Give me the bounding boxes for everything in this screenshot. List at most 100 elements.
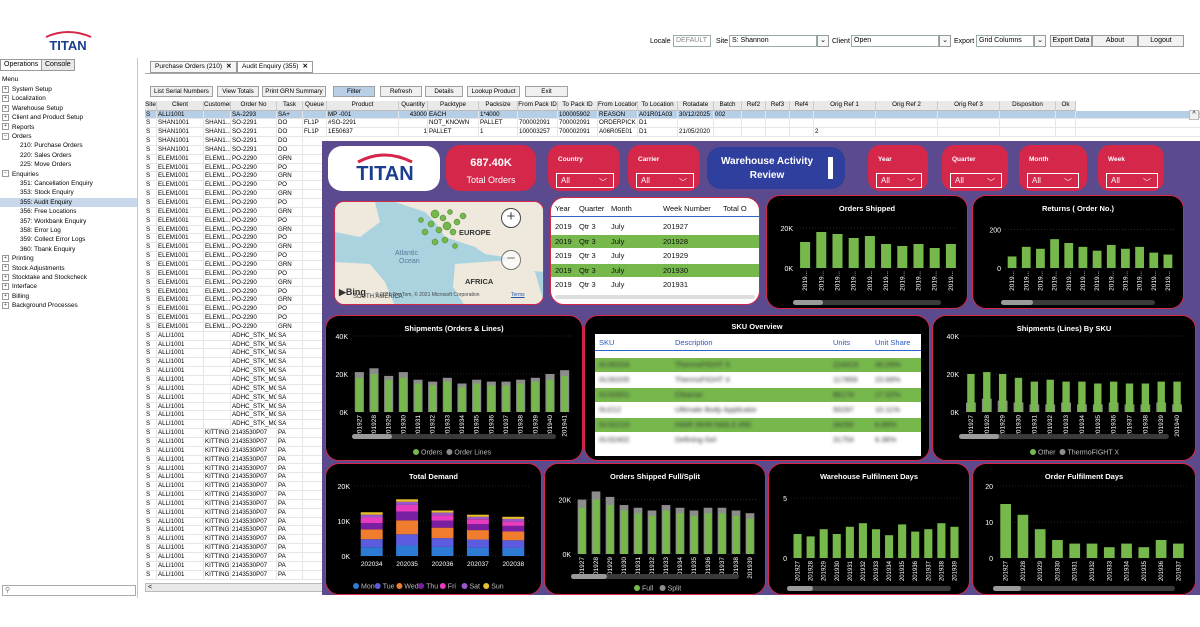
print-grn-summary-button[interactable]: Print GRN Summary (262, 86, 326, 97)
week-table-header[interactable]: Year (555, 204, 571, 213)
quarter-slicer[interactable]: Quarter All ﹀ (942, 145, 1008, 191)
sku-table-header[interactable]: Description (675, 338, 713, 347)
expand-icon[interactable]: + (2, 283, 9, 291)
refresh-button[interactable]: Refresh (380, 86, 422, 97)
total-demand-chart[interactable]: Total Demand 20K 10K 0K 202034 202035 202036 20… (325, 463, 542, 595)
tab-audit-enquiry[interactable]: Audit Enquiry (355) ✕ (237, 61, 313, 73)
zoom-in-icon[interactable]: + (501, 208, 521, 228)
column-header[interactable]: Ok (1056, 101, 1076, 111)
menu-item[interactable]: + System Setup (0, 85, 137, 94)
collapse-icon[interactable]: − (2, 170, 9, 178)
menu-item[interactable]: + Stocktake and Stockcheck (0, 273, 137, 282)
about-button[interactable]: About (1092, 35, 1138, 47)
expand-icon[interactable]: + (2, 123, 9, 131)
column-header[interactable]: Rotadate (678, 101, 714, 111)
table-row[interactable] (551, 263, 759, 277)
week-table-header[interactable]: Month (611, 204, 632, 213)
column-header[interactable]: Site (145, 101, 157, 111)
country-map[interactable]: EUROPE Atlantic Ocean AFRICA SOUTH AMERI… (334, 201, 544, 305)
exit-button[interactable]: Exit (525, 86, 568, 97)
table-row[interactable] (551, 249, 759, 262)
locale-input[interactable]: DEFAULT (673, 35, 711, 47)
logout-button[interactable]: Logout (1138, 35, 1184, 47)
order-fulfilment-days-chart[interactable]: Order Fulfilment Days 20 10 0 201927 201928 20… (972, 463, 1196, 595)
column-header[interactable]: Batch (714, 101, 742, 111)
expand-icon[interactable]: + (2, 85, 9, 93)
menu-item[interactable]: 210: Purchase Orders (0, 141, 137, 150)
expand-icon[interactable]: + (2, 104, 9, 112)
column-header[interactable]: Packsize (479, 101, 518, 111)
column-header[interactable]: To Location (638, 101, 678, 111)
table-row[interactable] (595, 403, 921, 417)
tab-purchase-orders[interactable]: Purchase Orders (210) ✕ (150, 61, 237, 73)
column-header[interactable]: Orig Ref 1 (814, 101, 876, 111)
expand-icon[interactable]: + (2, 255, 9, 262)
tab-operations[interactable]: Operations (0, 59, 43, 71)
slicer-dropdown[interactable]: All ﹀ (636, 173, 694, 188)
menu-item[interactable]: − Enquiries (0, 170, 137, 179)
shipments-orders-lines-chart[interactable]: Shipments (Orders & Lines) 40K 20K 0K 201927… (325, 315, 583, 461)
sku-table-header[interactable]: Unit Share (875, 338, 911, 347)
client-select[interactable]: Open (851, 35, 939, 47)
table-row[interactable] (595, 358, 921, 372)
column-header[interactable]: From Pack ID (518, 101, 558, 111)
horizontal-scrollbar[interactable] (555, 295, 755, 299)
month-slicer[interactable]: Month All ﹀ (1019, 145, 1087, 191)
sku-table-header[interactable]: Units (833, 338, 851, 347)
export-chevron-down-icon[interactable]: ⌄ (1034, 35, 1046, 47)
carrier-slicer[interactable]: Carrier All ﹀ (628, 145, 700, 191)
menu-item[interactable]: 360: Tbank Enquiry (0, 245, 137, 254)
menu-search-input[interactable]: ⚲ (2, 585, 136, 596)
expand-icon[interactable]: + (2, 114, 9, 121)
column-header[interactable]: Ref4 (790, 101, 814, 111)
menu-item[interactable]: 353: Stock Enquiry (0, 188, 137, 197)
slicer-dropdown[interactable]: All ﹀ (1106, 173, 1158, 188)
tab-console[interactable]: Console (41, 59, 75, 71)
country-slicer[interactable]: Country All ﹀ (548, 145, 620, 191)
table-row[interactable]: S ALLI1001 SA-2293 SA+ MP -001 43000 EACH 1*400… (145, 110, 1200, 120)
slicer-dropdown[interactable]: All ﹀ (876, 173, 922, 188)
menu-item[interactable]: 355: Audit Enquiry (0, 197, 137, 208)
expand-icon[interactable]: + (2, 95, 9, 103)
menu-item[interactable]: + Reports (0, 123, 137, 132)
week-table-header[interactable]: Week Number (663, 204, 711, 213)
slicer-dropdown[interactable]: All ﹀ (950, 173, 1002, 188)
collapse-icon[interactable]: − (2, 132, 9, 140)
menu-item[interactable]: 358: Error Log (0, 226, 137, 235)
menu-item[interactable]: − Orders (0, 132, 137, 141)
horizontal-scrollbar[interactable]: < (145, 583, 325, 592)
table-row[interactable] (551, 220, 759, 233)
menu-item[interactable]: + Warehouse Setup (0, 104, 137, 113)
column-header[interactable]: Task (277, 101, 303, 111)
table-row[interactable] (551, 278, 759, 291)
expand-icon[interactable]: + (2, 264, 9, 272)
export-select[interactable]: Grid Columns (976, 35, 1034, 47)
column-header[interactable]: Orig Ref 3 (938, 101, 1000, 111)
lookup-product-button[interactable]: Lookup Product (467, 86, 520, 97)
orders-shipped-full-split-chart[interactable]: Orders Shipped Full/Split 20K 0K 201927 2019… (544, 463, 766, 595)
column-header[interactable]: To Pack ID (558, 101, 598, 111)
table-row[interactable] (595, 388, 921, 402)
table-row[interactable] (595, 373, 921, 387)
table-row[interactable]: S SHAN1001 SHAN1... SO-2291 DO FL1P 1E50637 1 PA… (145, 128, 1200, 138)
menu-item[interactable]: 225: Move Orders (0, 160, 137, 169)
column-header[interactable]: Product (327, 101, 399, 111)
week-table-header[interactable]: Total O (723, 204, 747, 213)
orders-shipped-chart[interactable]: Orders Shipped 20K 0K 2019... 2019... 2019...… (766, 195, 968, 309)
list-serial-numbers-button[interactable]: List Serial Numbers (150, 86, 213, 97)
returns-chart[interactable]: Returns ( Order No.) 200 0 2019... 2019... 20… (972, 195, 1184, 309)
table-row[interactable] (595, 433, 921, 447)
view-totals-button[interactable]: View Totals (217, 86, 259, 97)
chevron-left-icon[interactable]: < (148, 584, 153, 591)
column-header[interactable]: Ref2 (742, 101, 766, 111)
year-slicer[interactable]: Year All ﹀ (868, 145, 928, 191)
map-terms-link[interactable]: Terms (511, 292, 525, 298)
menu-item[interactable]: 359: Collect Error Logs (0, 235, 137, 244)
details-button[interactable]: Details (425, 86, 463, 97)
column-header[interactable]: From Location (598, 101, 638, 111)
close-icon[interactable]: ✕ (226, 63, 232, 70)
close-icon[interactable]: ✕ (302, 63, 308, 70)
site-select[interactable]: S: Shannon (729, 35, 817, 47)
menu-item[interactable]: + Background Processes (0, 301, 137, 310)
week-table-header[interactable]: Quarter (579, 204, 605, 213)
